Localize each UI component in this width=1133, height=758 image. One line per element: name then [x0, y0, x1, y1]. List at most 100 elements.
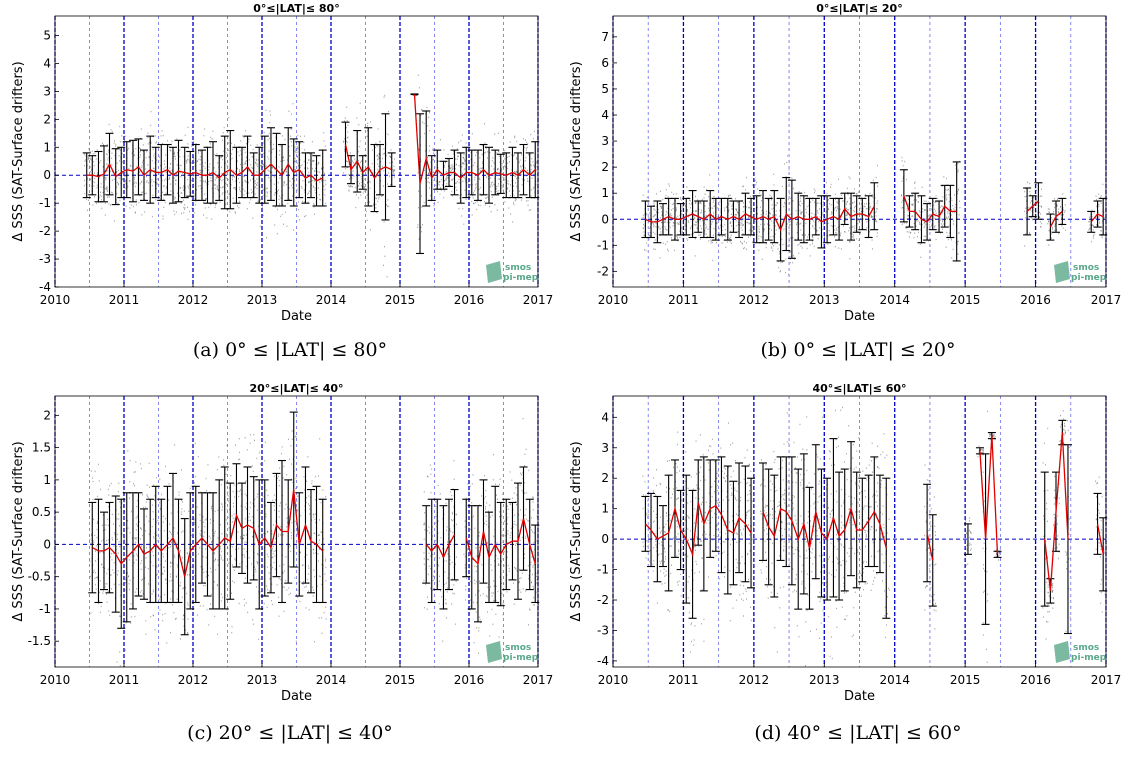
p0-scatter-point — [393, 165, 395, 167]
p1-scatter-point — [735, 225, 737, 227]
p1-scatter-point — [709, 174, 711, 176]
p2-scatter-point — [218, 456, 220, 458]
p1-scatter-point — [735, 209, 737, 211]
p1-scatter-point — [822, 211, 824, 214]
p0-scatter-point — [389, 175, 390, 177]
p0-scatter-point — [250, 199, 252, 201]
p0-scatter-point — [220, 178, 221, 180]
p0-scatter-point — [372, 204, 374, 207]
p1-scatter-point — [945, 216, 947, 218]
p0-scatter-point — [267, 139, 269, 141]
p2-scatter-point — [234, 517, 236, 519]
p0-scatter-point — [324, 145, 326, 147]
p0-scatter-point — [520, 166, 522, 168]
p0-scatter-point — [390, 149, 392, 151]
p0-scatter-point — [271, 148, 273, 151]
p0-scatter-point — [380, 180, 382, 182]
p0-scatter-point — [380, 161, 382, 163]
p0-scatter-point — [139, 156, 141, 158]
p0-scatter-point — [319, 181, 321, 183]
p0-scatter-point — [125, 205, 127, 207]
p0-scatter-point — [465, 198, 467, 201]
p0-scatter-point — [376, 211, 378, 214]
p2-scatter-point — [117, 570, 119, 572]
p0-scatter-point — [484, 123, 485, 125]
p0-scatter-point — [154, 157, 156, 159]
p0-scatter-point — [443, 196, 445, 199]
p2-scatter-point — [219, 545, 221, 548]
p0-scatter-point — [283, 156, 284, 158]
p1-scatter-point — [810, 201, 812, 203]
p1-scatter-point — [840, 193, 841, 195]
p0-scatter-point — [308, 159, 310, 161]
p2-scatter-point — [90, 542, 92, 545]
p0-scatter-point — [175, 179, 177, 181]
p0-scatter-point — [351, 166, 353, 168]
p1-scatter-point — [861, 197, 863, 199]
p0-scatter-point — [106, 190, 108, 193]
p1-scatter-point — [761, 196, 763, 199]
p1-scatter-point — [1092, 237, 1094, 239]
p0-scatter-point — [297, 148, 298, 150]
p2-scatter-point — [113, 583, 115, 585]
p1-scatter-point — [913, 209, 915, 211]
p1-scatter-point — [958, 231, 960, 234]
p0-scatter-point — [524, 160, 526, 162]
p0-scatter-point — [312, 167, 313, 170]
p2-scatter-point — [240, 489, 241, 491]
p2-scatter-point — [136, 515, 138, 518]
p1-scatter-point — [695, 195, 696, 198]
p1-scatter-point — [856, 192, 858, 195]
p2-scatter-point — [171, 544, 173, 546]
p0-scatter-point — [487, 178, 489, 180]
p0-scatter-point — [187, 218, 189, 221]
p0-scatter-point — [464, 160, 466, 162]
p0-scatter-point — [102, 191, 104, 194]
p2-scatter-point — [222, 543, 224, 545]
p0-scatter-point — [445, 179, 447, 181]
p2-scatter-point — [118, 584, 120, 586]
p2-scatter-point — [282, 572, 284, 574]
p1-scatter-point — [1100, 230, 1102, 232]
p1-scatter-point — [876, 235, 878, 238]
p1-scatter-point — [649, 232, 651, 234]
p0-scatter-point — [131, 152, 133, 154]
p1-scatter-point — [814, 201, 815, 203]
p2-scatter-point — [276, 584, 278, 586]
p2-scatter-point — [117, 491, 119, 493]
p1-scatter-point — [1048, 211, 1050, 213]
p0-scatter-point — [461, 166, 463, 168]
p0-scatter-point — [84, 179, 85, 182]
p0-scatter-point — [360, 194, 362, 196]
p2-scatter-point — [135, 594, 137, 596]
p1-scatter-point — [699, 219, 701, 222]
p2-scatter-point — [278, 479, 280, 482]
p0-scatter-point — [321, 180, 322, 182]
p2-scatter-point — [290, 445, 292, 447]
p0-scatter-point — [237, 151, 239, 153]
p1-scatter-point — [1098, 216, 1100, 218]
p0-scatter-point — [494, 170, 496, 172]
p0-scatter-point — [418, 149, 420, 151]
p1-scatter-point — [693, 232, 694, 234]
p0-scatter-point — [233, 187, 235, 189]
p1-scatter-point — [760, 194, 762, 196]
p0-scatter-point — [433, 179, 435, 181]
p2-scatter-point — [156, 566, 158, 568]
p1-scatter-point — [957, 253, 959, 255]
p1-scatter-point — [735, 216, 737, 218]
p1-scatter-point — [934, 201, 936, 204]
p1-scatter-point — [690, 233, 692, 236]
p1-scatter-point — [808, 233, 809, 236]
p1-scatter-point — [919, 223, 921, 225]
p1-scatter-point — [937, 197, 939, 200]
p1-scatter-point — [811, 216, 813, 218]
p2-scatter-point — [94, 577, 96, 580]
p1-scatter-point — [686, 237, 688, 240]
p1-scatter-point — [741, 222, 743, 224]
p1-scatter-point — [809, 220, 811, 223]
p0-scatter-point — [491, 165, 493, 167]
p1-scatter-point — [819, 216, 821, 218]
p2-scatter-point — [133, 555, 135, 557]
p1-scatter-point — [710, 242, 712, 244]
